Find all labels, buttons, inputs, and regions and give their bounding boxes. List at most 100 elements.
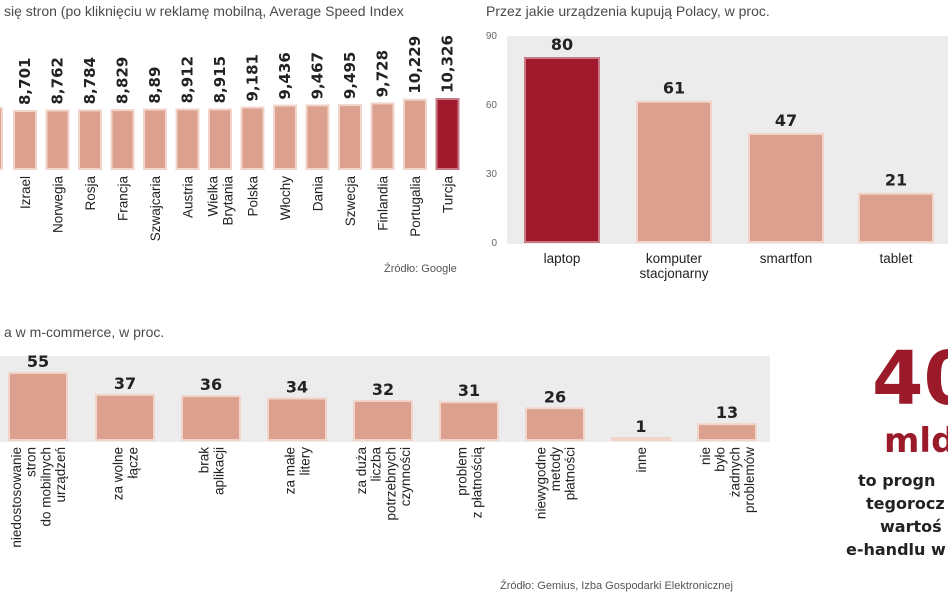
- mcommerce-bar: [8, 371, 68, 441]
- speed-value-label: 9,181: [244, 54, 262, 101]
- speed-bar: [435, 98, 460, 170]
- callout-line-1: to progn: [858, 471, 935, 490]
- speed-value-label: 9,728: [374, 50, 392, 97]
- devices-bar: [748, 132, 824, 243]
- speed-bar: [240, 106, 265, 170]
- forecast-callout: 40 mld to progn tegorocz wartoś e-handlu…: [846, 336, 948, 559]
- devices-value-label: 61: [663, 79, 685, 98]
- mcommerce-category-label: brakaplikacji: [197, 447, 227, 495]
- devices-value-label: 47: [775, 111, 797, 130]
- speed-bar: [273, 104, 297, 170]
- devices-category-label: smartfon: [760, 251, 813, 266]
- mcommerce-category-label: niebyłożadnychproblemów: [698, 447, 757, 513]
- callout-big-number: 40: [872, 336, 948, 422]
- mcommerce-value-label: 1: [635, 417, 646, 436]
- mcommerce-category-label: niedostosowaniestrondo mobilnychurządzeń: [9, 447, 68, 548]
- speed-category-label: Portugalia: [408, 176, 423, 237]
- speed-value-label: 8,784: [81, 57, 99, 104]
- speed-value-label: 8,912: [179, 56, 197, 103]
- mcommerce-bar: [181, 395, 241, 442]
- devices-category-label: komputer stacjonarny: [639, 251, 708, 281]
- speed-bar: [208, 108, 232, 170]
- speed-category-label: Finlandia: [376, 176, 391, 231]
- speed-category-label: Turcja: [441, 176, 456, 213]
- mcommerce-value-label: 32: [372, 380, 394, 399]
- mcommerce-chart-title: a w m-commerce, w proc.: [4, 324, 164, 340]
- speed-value-label: 8,915: [211, 56, 229, 103]
- speed-category-label: Norwegia: [51, 176, 66, 234]
- devices-bar: [524, 57, 600, 243]
- devices-y-tick: 90: [486, 31, 498, 42]
- speed-bar-cropped: [0, 107, 3, 170]
- devices-category-label: laptop: [544, 251, 581, 266]
- mcommerce-bar: [525, 407, 585, 441]
- devices-y-tick: 0: [491, 238, 497, 249]
- speed-category-label: Szwajcaria: [148, 176, 163, 242]
- speed-value-label: 8,829: [114, 57, 132, 104]
- speed-category-label: Dania: [311, 176, 326, 212]
- devices-value-label: 80: [551, 35, 573, 54]
- devices-bar: [858, 192, 934, 243]
- speed-bar: [143, 108, 167, 170]
- speed-category-label: Rosja: [83, 176, 98, 211]
- speed-bar: [370, 102, 395, 170]
- speed-chart-source: Źródło: Google: [384, 262, 457, 275]
- mcommerce-category-label: inne: [634, 447, 649, 473]
- callout-line-4: e-handlu w: [846, 540, 946, 559]
- mcommerce-category-label: za dużaliczbapotrzebnychczynności: [354, 447, 413, 521]
- mcommerce-bar: [95, 393, 155, 441]
- mcommerce-chart-source: Źródło: Gemius, Izba Gospodarki Elektron…: [500, 579, 733, 592]
- mcommerce-bar: [439, 401, 499, 442]
- speed-value-label: 10,229: [406, 36, 424, 94]
- mcommerce-value-label: 36: [200, 375, 222, 394]
- speed-chart-title: się stron (po kliknięciu w reklamę mobil…: [4, 3, 404, 19]
- mcommerce-problems-chart: a w m-commerce, w proc. Źródło: Gemius, …: [0, 324, 770, 592]
- mcommerce-value-label: 26: [544, 387, 566, 406]
- speed-index-chart: się stron (po kliknięciu w reklamę mobil…: [0, 3, 460, 275]
- speed-bar: [78, 109, 102, 170]
- speed-value-label: 8,701: [16, 58, 34, 105]
- mcommerce-value-label: 37: [114, 374, 136, 393]
- mcommerce-bar: [697, 423, 757, 442]
- mcommerce-bar: [267, 397, 327, 441]
- mcommerce-bar: [353, 400, 413, 441]
- mcommerce-category-label: niewygodnemetodypłatności: [534, 447, 578, 519]
- speed-category-label: Włochy: [278, 176, 293, 221]
- speed-value-label: 8,762: [49, 57, 67, 104]
- speed-bar: [110, 109, 135, 170]
- speed-value-label: 8,89: [146, 67, 164, 104]
- mcommerce-value-label: 55: [27, 352, 49, 371]
- devices-category-label: tablet: [879, 251, 912, 266]
- speed-bar: [338, 104, 362, 170]
- devices-y-tick: 30: [486, 169, 498, 180]
- mcommerce-category-label: problemz płatnością: [455, 447, 485, 519]
- speed-value-label: 9,495: [341, 52, 359, 99]
- speed-bar: [13, 110, 37, 170]
- callout-line-3: wartoś: [880, 517, 942, 536]
- mcommerce-value-label: 13: [716, 403, 738, 422]
- mcommerce-value-label: 34: [286, 378, 308, 397]
- speed-category-label: Francja: [116, 176, 131, 222]
- callout-unit: mld: [884, 421, 948, 461]
- speed-bar: [45, 109, 70, 170]
- mcommerce-value-label: 31: [458, 381, 480, 400]
- callout-line-2: tegorocz: [866, 494, 945, 513]
- speed-category-label: Izrael: [18, 176, 33, 209]
- speed-value-label: 9,436: [276, 52, 294, 99]
- speed-category-label: Austria: [181, 176, 196, 219]
- devices-bar: [636, 100, 712, 243]
- speed-category-label: Polska: [246, 176, 261, 217]
- mcommerce-category-label: za małelitery: [283, 447, 313, 495]
- speed-value-label: 10,326: [439, 35, 457, 93]
- speed-value-label: 9,467: [309, 52, 327, 99]
- speed-bar: [305, 104, 330, 170]
- devices-value-label: 21: [885, 171, 907, 190]
- mcommerce-bar: [611, 437, 671, 441]
- devices-chart-title: Przez jakie urządzenia kupują Polacy, w …: [486, 3, 770, 19]
- speed-category-label: WielkaBrytania: [206, 176, 236, 226]
- mcommerce-category-label: za wolnełącze: [111, 447, 141, 500]
- speed-bar: [175, 108, 200, 170]
- devices-y-tick: 60: [486, 100, 498, 111]
- speed-category-label: Szwecja: [343, 176, 358, 227]
